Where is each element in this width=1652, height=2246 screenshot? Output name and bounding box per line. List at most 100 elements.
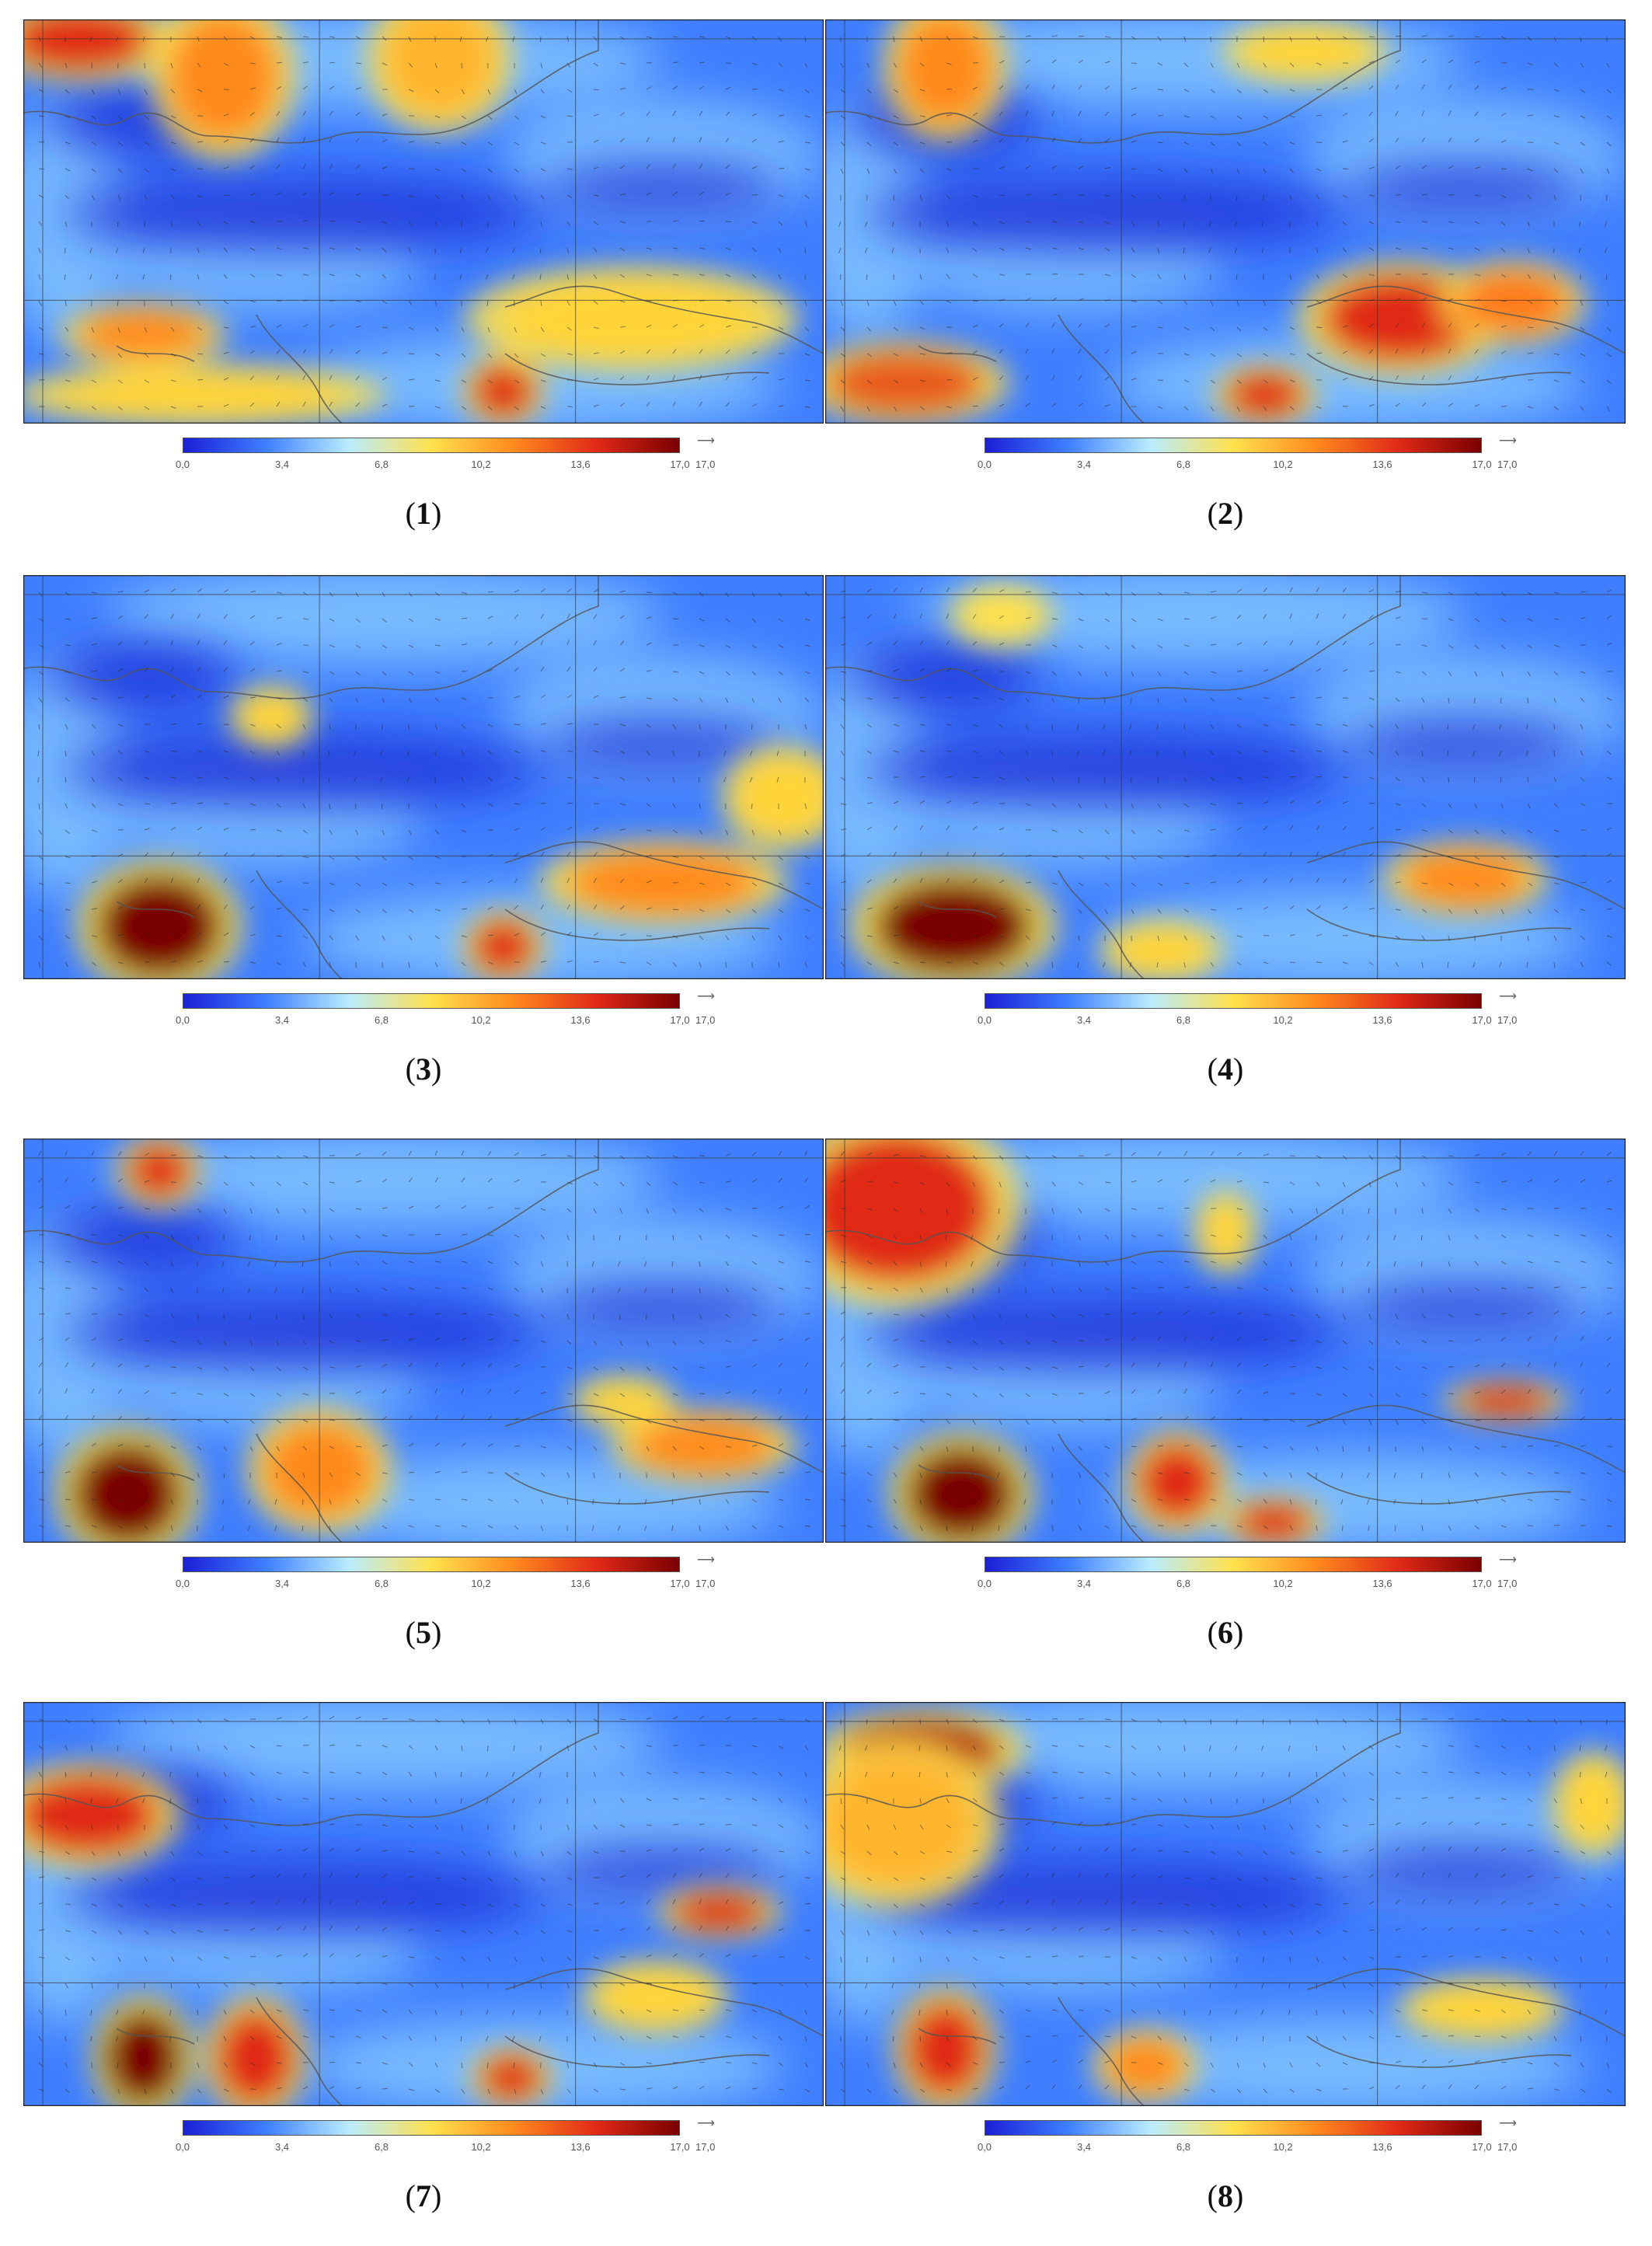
colorbar-tick: 0,0	[176, 1578, 190, 1589]
wind-speed-map	[23, 19, 824, 424]
colorbar-tick: 13,6	[1372, 1578, 1392, 1589]
vector-key-value: 17,0	[1497, 1578, 1517, 1589]
colorbar	[985, 2120, 1482, 2136]
colorbar	[183, 1557, 680, 1572]
vector-key-arrow-icon: ⟶	[1499, 989, 1517, 1004]
colorbar	[985, 1557, 1482, 1572]
colorbar-tick: 17,0	[1472, 1014, 1491, 1026]
colorbar-tick: 3,4	[1077, 459, 1091, 470]
colorbar-tick: 3,4	[1077, 1578, 1091, 1589]
colorbar-tick: 10,2	[471, 459, 490, 470]
colorbar-tick: 6,8	[375, 2141, 389, 2153]
map-panel-5: 0,0 3,4 6,8 10,2 13,6 17,0 ⟶ 17,0 (5)	[23, 1139, 838, 1683]
panel-caption: (4)	[825, 1051, 1626, 1087]
panel-caption: (6)	[825, 1614, 1626, 1651]
colorbar	[183, 993, 680, 1009]
colorbar-tick: 6,8	[375, 1578, 389, 1589]
panel-caption: (5)	[23, 1614, 824, 1651]
panel-label: 6	[1218, 1615, 1233, 1650]
vector-key-value: 17,0	[695, 1578, 715, 1589]
colorbar-tick: 0,0	[978, 459, 992, 470]
wind-speed-map	[23, 1702, 824, 2106]
colorbar-tick: 3,4	[275, 1014, 289, 1026]
panel-label: 4	[1218, 1052, 1233, 1086]
wind-speed-map	[825, 1702, 1626, 2106]
colorbar-tick: 3,4	[1077, 2141, 1091, 2153]
panel-caption: (8)	[825, 2178, 1626, 2214]
map-panel-4: 0,0 3,4 6,8 10,2 13,6 17,0 ⟶ 17,0 (4)	[825, 575, 1640, 1119]
colorbar-tick: 6,8	[1176, 1578, 1190, 1589]
panel-label: 7	[416, 2178, 431, 2213]
colorbar-tick: 10,2	[1273, 459, 1292, 470]
vector-key-value: 17,0	[1497, 1014, 1517, 1026]
panel-label: 1	[416, 496, 431, 531]
colorbar	[985, 438, 1482, 453]
vector-key-arrow-icon: ⟶	[1499, 2115, 1517, 2131]
vector-key-value: 17,0	[695, 2141, 715, 2153]
colorbar-tick: 6,8	[375, 459, 389, 470]
panel-label: 2	[1218, 496, 1233, 531]
colorbar-tick: 0,0	[176, 1014, 190, 1026]
wind-speed-map	[825, 1139, 1626, 1543]
colorbar-tick: 3,4	[275, 459, 289, 470]
vector-key-arrow-icon: ⟶	[697, 1552, 715, 1568]
colorbar-tick: 0,0	[176, 459, 190, 470]
map-panel-7: 0,0 3,4 6,8 10,2 13,6 17,0 ⟶ 17,0 (7)	[23, 1702, 838, 2246]
panel-label: 5	[416, 1615, 431, 1650]
colorbar	[985, 993, 1482, 1009]
wind-speed-map	[23, 575, 824, 979]
panel-caption: (2)	[825, 495, 1626, 532]
colorbar-tick: 6,8	[1176, 1014, 1190, 1026]
map-panel-6: 0,0 3,4 6,8 10,2 13,6 17,0 ⟶ 17,0 (6)	[825, 1139, 1640, 1683]
wind-speed-map	[23, 1139, 824, 1543]
colorbar-tick: 13,6	[570, 1014, 590, 1026]
vector-key-arrow-icon: ⟶	[1499, 1552, 1517, 1568]
panel-caption: (3)	[23, 1051, 824, 1087]
colorbar-tick: 3,4	[275, 1578, 289, 1589]
colorbar-tick: 17,0	[1472, 1578, 1491, 1589]
colorbar-tick: 17,0	[670, 2141, 689, 2153]
vector-key-arrow-icon: ⟶	[697, 2115, 715, 2131]
colorbar-tick: 17,0	[670, 1578, 689, 1589]
colorbar-tick: 13,6	[1372, 459, 1392, 470]
colorbar-tick: 6,8	[375, 1014, 389, 1026]
colorbar-tick: 10,2	[471, 1014, 490, 1026]
colorbar-tick: 13,6	[570, 459, 590, 470]
vector-key-arrow-icon: ⟶	[1499, 433, 1517, 448]
wind-speed-map	[825, 19, 1626, 424]
colorbar-tick: 17,0	[670, 1014, 689, 1026]
colorbar-tick: 13,6	[1372, 2141, 1392, 2153]
colorbar-tick: 17,0	[1472, 2141, 1491, 2153]
colorbar-tick: 13,6	[1372, 1014, 1392, 1026]
vector-key-value: 17,0	[695, 459, 715, 470]
colorbar	[183, 2120, 680, 2136]
colorbar-tick: 10,2	[1273, 2141, 1292, 2153]
colorbar-tick: 6,8	[1176, 459, 1190, 470]
colorbar-tick: 10,2	[1273, 1014, 1292, 1026]
vector-key-value: 17,0	[695, 1014, 715, 1026]
map-panel-8: 0,0 3,4 6,8 10,2 13,6 17,0 ⟶ 17,0 (8)	[825, 1702, 1640, 2246]
vector-key-arrow-icon: ⟶	[697, 989, 715, 1004]
vector-key-value: 17,0	[1497, 2141, 1517, 2153]
panel-label: 3	[416, 1052, 431, 1086]
colorbar-tick: 0,0	[978, 2141, 992, 2153]
colorbar-tick: 6,8	[1176, 2141, 1190, 2153]
colorbar-tick: 3,4	[275, 2141, 289, 2153]
colorbar-tick: 0,0	[978, 1578, 992, 1589]
vector-key-arrow-icon: ⟶	[697, 433, 715, 448]
colorbar-tick: 3,4	[1077, 1014, 1091, 1026]
panel-caption: (1)	[23, 495, 824, 532]
colorbar-tick: 13,6	[570, 1578, 590, 1589]
colorbar-tick: 10,2	[1273, 1578, 1292, 1589]
colorbar-tick: 0,0	[978, 1014, 992, 1026]
wind-speed-map	[825, 575, 1626, 979]
panel-caption: (7)	[23, 2178, 824, 2214]
colorbar-tick: 10,2	[471, 2141, 490, 2153]
colorbar-tick: 10,2	[471, 1578, 490, 1589]
colorbar-tick: 0,0	[176, 2141, 190, 2153]
colorbar-tick: 13,6	[570, 2141, 590, 2153]
vector-key-value: 17,0	[1497, 459, 1517, 470]
